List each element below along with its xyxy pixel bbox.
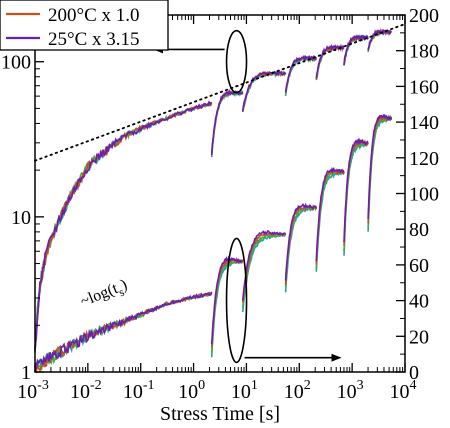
y-right-tick-label-9: 180	[409, 41, 439, 63]
x-axis-title: Stress Time [s]	[160, 403, 280, 425]
legend-label-1: 25°C x 3.15	[48, 29, 140, 50]
y-right-tick-label-1: 20	[409, 326, 429, 348]
upper-curves-recovery-0-line-1	[210, 89, 243, 155]
lower-curves-initial-line-3	[34, 291, 213, 372]
lower-curves-recovery-1-line-0	[241, 232, 287, 313]
x-tick-label-3: 100	[178, 378, 205, 403]
y-right-tick-label-10: 200	[409, 5, 439, 27]
upper-curves-recovery-4-line-3	[343, 34, 369, 66]
y-right-tick-label-0: 0	[409, 362, 419, 384]
legend-box	[0, 0, 169, 51]
upper-curves-recovery-0-line-0	[210, 88, 244, 158]
upper-curves-initial-line-2	[34, 102, 213, 351]
log-annotation: ~log(ts)	[78, 276, 131, 314]
y-right-tick-label-4: 80	[409, 219, 429, 241]
lower-curves-recovery-1-line-1	[241, 232, 286, 308]
upper-curves-recovery-2-line-0	[284, 54, 318, 96]
lower-ellipse-marker	[225, 237, 248, 364]
y-right-tick-label-6: 120	[409, 148, 439, 170]
y-right-tick-label-3: 60	[409, 255, 429, 277]
upper-curves-recovery-3-line-3	[315, 43, 345, 79]
upper-curves-recovery-1-line-3	[241, 70, 287, 112]
legend: 200°C x 1.0 25°C x 3.15	[0, 0, 169, 51]
x-tick-label-6: 103	[337, 378, 364, 403]
x-tick-label-4: 101	[231, 378, 258, 403]
lower-curves-initial-line-1	[34, 293, 212, 372]
curves-layer	[34, 23, 406, 374]
y-right-tick-label-8: 160	[409, 76, 439, 98]
lower-curves-recovery-5-line-3	[367, 113, 393, 219]
upper-curves-recovery-1-line-1	[241, 70, 287, 113]
upper-ellipse-marker	[225, 29, 248, 94]
plot-frame	[34, 14, 406, 373]
x-tick-label-5: 102	[284, 378, 311, 403]
upper-curves-recovery-1-line-0	[241, 70, 287, 112]
annotations: ~log(ts)	[78, 29, 342, 364]
x-tick-label-0: 10-3	[17, 378, 49, 403]
lower-curves-recovery-3-line-3	[315, 166, 345, 262]
y-right-tick-label-2: 40	[409, 291, 429, 313]
lower-curves-recovery-0-line-3	[210, 255, 244, 345]
x-tick-label-1: 10-2	[70, 378, 102, 403]
legend-label-0: 200°C x 1.0	[48, 5, 140, 26]
upper-curves-initial-line-1	[34, 101, 213, 353]
upper-curves-recovery-5-line-3	[367, 28, 392, 51]
upper-curves-recovery-2-line-3	[284, 54, 317, 93]
y-left-tick-label-2: 100	[1, 52, 31, 74]
y-right-tick-label-7: 140	[409, 112, 439, 134]
x-tick-label-2: 10-1	[123, 378, 155, 403]
y-left-tick-label-1: 10	[11, 207, 31, 229]
y-left-tick-label-0: 1	[21, 362, 31, 384]
reference-dotted-line	[34, 23, 406, 162]
lower-curves-recovery-2-line-0	[284, 205, 317, 293]
y-right-tick-label-5: 100	[409, 184, 439, 206]
lower-curves-recovery-3-line-0	[315, 169, 345, 272]
lower-curves-recovery-4-line-3	[343, 137, 369, 242]
lower-curves-recovery-1-line-3	[241, 229, 287, 301]
lower-curves-recovery-2-line-3	[284, 202, 318, 281]
x-axis: 10-3 10-2 10-1 100 101 102 103 104	[17, 15, 417, 403]
lower-curves-initial-line-2	[34, 291, 212, 374]
lower-curves	[34, 113, 393, 374]
lower-curves-recovery-4-line-0	[343, 141, 369, 256]
upper-curves-initial-line-3	[34, 100, 213, 349]
y-right-axis: 0 20 40 60 80 100 120 140 160 180 200	[396, 5, 439, 384]
lower-curves-recovery-5-line-0	[367, 116, 393, 232]
x-tick-label-7: 104	[390, 378, 417, 403]
upper-curves-recovery-0-line-3	[210, 88, 244, 156]
upper-curves-initial-line-0	[34, 102, 212, 352]
